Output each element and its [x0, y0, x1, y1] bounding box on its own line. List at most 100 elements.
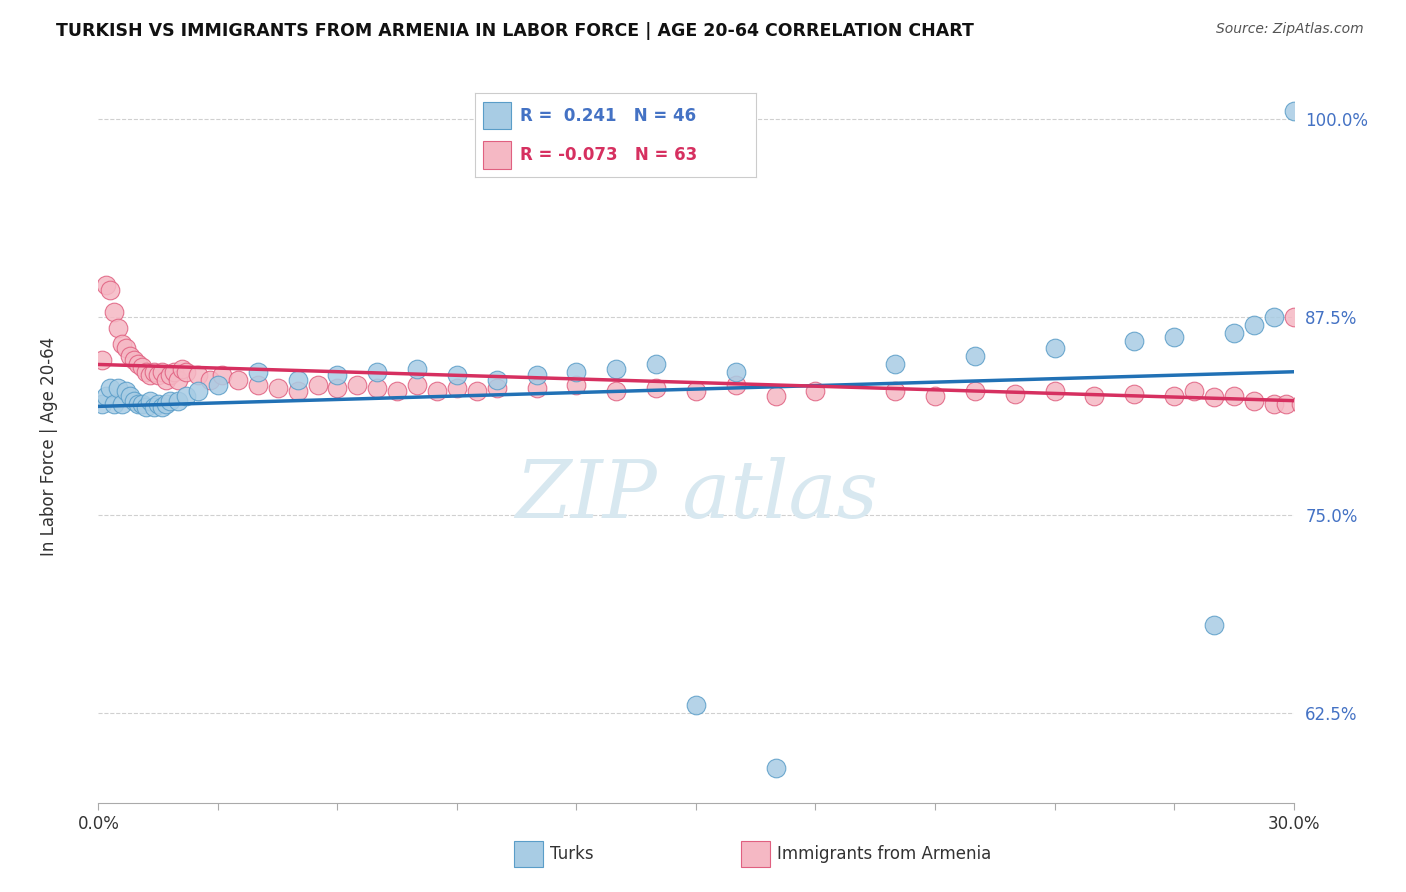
- Point: [98, 381, 122, 395]
- Point: [645, 357, 668, 371]
- Point: [1282, 103, 1305, 118]
- Point: [446, 368, 468, 383]
- Point: [1263, 310, 1285, 324]
- Point: [148, 368, 170, 383]
- Point: [150, 365, 173, 379]
- Point: [565, 377, 588, 392]
- Point: [246, 365, 269, 379]
- Bar: [741, 841, 770, 867]
- Point: [366, 381, 388, 395]
- Point: [135, 365, 157, 379]
- Point: [155, 397, 177, 411]
- Point: [385, 384, 409, 399]
- Text: Turks: Turks: [550, 845, 593, 863]
- Point: [526, 381, 548, 395]
- Point: [287, 373, 309, 387]
- Point: [1083, 389, 1105, 403]
- Text: Immigrants from Armenia: Immigrants from Armenia: [778, 845, 991, 863]
- Point: [485, 373, 508, 387]
- Point: [346, 377, 368, 392]
- Point: [124, 393, 146, 408]
- Point: [1043, 384, 1066, 399]
- Point: [724, 365, 747, 379]
- Point: [1243, 393, 1265, 408]
- Point: [884, 357, 907, 371]
- Point: [139, 393, 162, 408]
- Point: [426, 384, 449, 399]
- Point: [1123, 334, 1146, 348]
- Point: [326, 381, 349, 395]
- Point: [406, 362, 429, 376]
- Point: [127, 397, 149, 411]
- Point: [1223, 389, 1246, 403]
- Point: [465, 384, 488, 399]
- Point: [645, 381, 668, 395]
- Point: [924, 389, 946, 403]
- Point: [96, 389, 118, 403]
- Point: [804, 384, 827, 399]
- Point: [685, 384, 707, 399]
- Point: [107, 381, 129, 395]
- Point: [963, 349, 986, 363]
- Point: [605, 362, 627, 376]
- Point: [96, 278, 118, 293]
- Point: [1004, 387, 1026, 401]
- Point: [485, 381, 508, 395]
- Point: [963, 384, 986, 399]
- Point: [127, 357, 149, 371]
- Point: [91, 352, 114, 367]
- Point: [103, 305, 125, 319]
- Point: [150, 400, 173, 414]
- Point: [131, 397, 153, 411]
- Point: [174, 389, 197, 403]
- Point: [198, 373, 221, 387]
- Point: [115, 342, 138, 356]
- Point: [406, 377, 429, 392]
- Point: [1274, 397, 1296, 411]
- Point: [1182, 384, 1205, 399]
- Point: [1163, 389, 1185, 403]
- Point: [1291, 397, 1313, 411]
- Point: [685, 698, 707, 712]
- Point: [167, 373, 190, 387]
- Text: In Labor Force | Age 20-64: In Labor Force | Age 20-64: [41, 336, 58, 556]
- Point: [565, 365, 588, 379]
- Point: [765, 389, 787, 403]
- Point: [187, 368, 209, 383]
- Point: [131, 360, 153, 375]
- Bar: [515, 841, 543, 867]
- Point: [366, 365, 388, 379]
- Point: [267, 381, 290, 395]
- Point: [159, 368, 181, 383]
- Point: [1282, 310, 1305, 324]
- Text: TURKISH VS IMMIGRANTS FROM ARMENIA IN LABOR FORCE | AGE 20-64 CORRELATION CHART: TURKISH VS IMMIGRANTS FROM ARMENIA IN LA…: [56, 22, 974, 40]
- Point: [1043, 342, 1066, 356]
- Point: [159, 393, 181, 408]
- Point: [1123, 387, 1146, 401]
- Point: [120, 389, 142, 403]
- Point: [1243, 318, 1265, 332]
- Point: [163, 365, 186, 379]
- Point: [103, 397, 125, 411]
- Point: [120, 349, 142, 363]
- Point: [765, 761, 787, 775]
- Point: [226, 373, 249, 387]
- Point: [115, 384, 138, 399]
- Point: [172, 362, 194, 376]
- Point: [111, 336, 134, 351]
- Point: [287, 384, 309, 399]
- Point: [1163, 330, 1185, 344]
- Point: [1223, 326, 1246, 340]
- Point: [1202, 618, 1225, 632]
- Point: [155, 373, 177, 387]
- Point: [187, 384, 209, 399]
- Text: Source: ZipAtlas.com: Source: ZipAtlas.com: [1216, 22, 1364, 37]
- Point: [111, 397, 134, 411]
- Point: [143, 365, 166, 379]
- Point: [326, 368, 349, 383]
- Point: [148, 397, 170, 411]
- Point: [207, 377, 229, 392]
- Point: [107, 321, 129, 335]
- Point: [1202, 391, 1225, 405]
- Point: [1263, 397, 1285, 411]
